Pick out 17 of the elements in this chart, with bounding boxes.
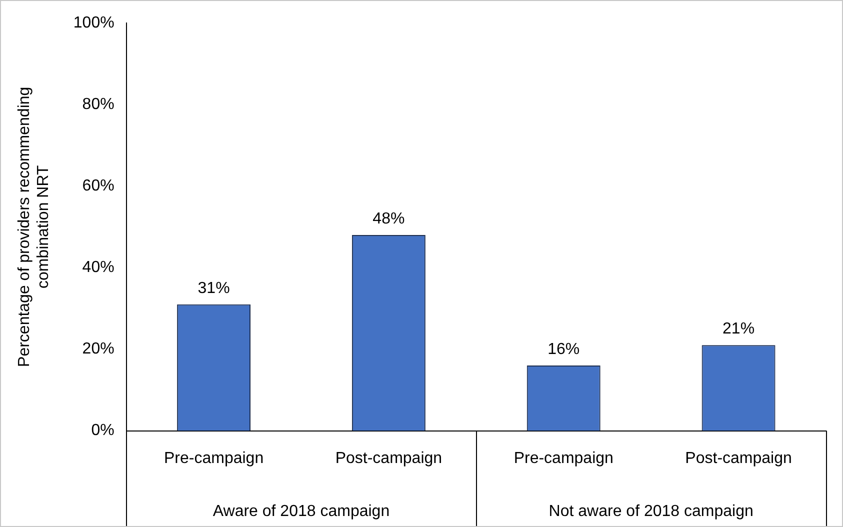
y-tick-label: 100% [73,14,114,32]
y-tick-label: 40% [82,259,114,276]
y-axis-title: Percentage of providers recommending combination NRT [16,86,52,367]
y-tick-label: 0% [91,422,114,440]
text: Not aware of 2018 campaign [548,503,754,520]
x-tick-label: Pre-campaign [514,450,614,467]
x-tick-label: Pre-campaign [164,450,264,467]
data-label: 21% [722,320,755,338]
x-tick-label: Post-campaign [335,450,442,467]
data-label: 16% [548,340,580,358]
text: Aware of 2018 campaign [212,503,390,520]
y-tick-label: 20% [82,340,114,358]
y-tick-label: 80% [82,96,114,113]
x-tick-label: Post-campaign [685,450,792,467]
y-tick-label: 60% [82,178,114,195]
data-label: 48% [372,210,405,228]
data-label: 31% [198,280,230,297]
